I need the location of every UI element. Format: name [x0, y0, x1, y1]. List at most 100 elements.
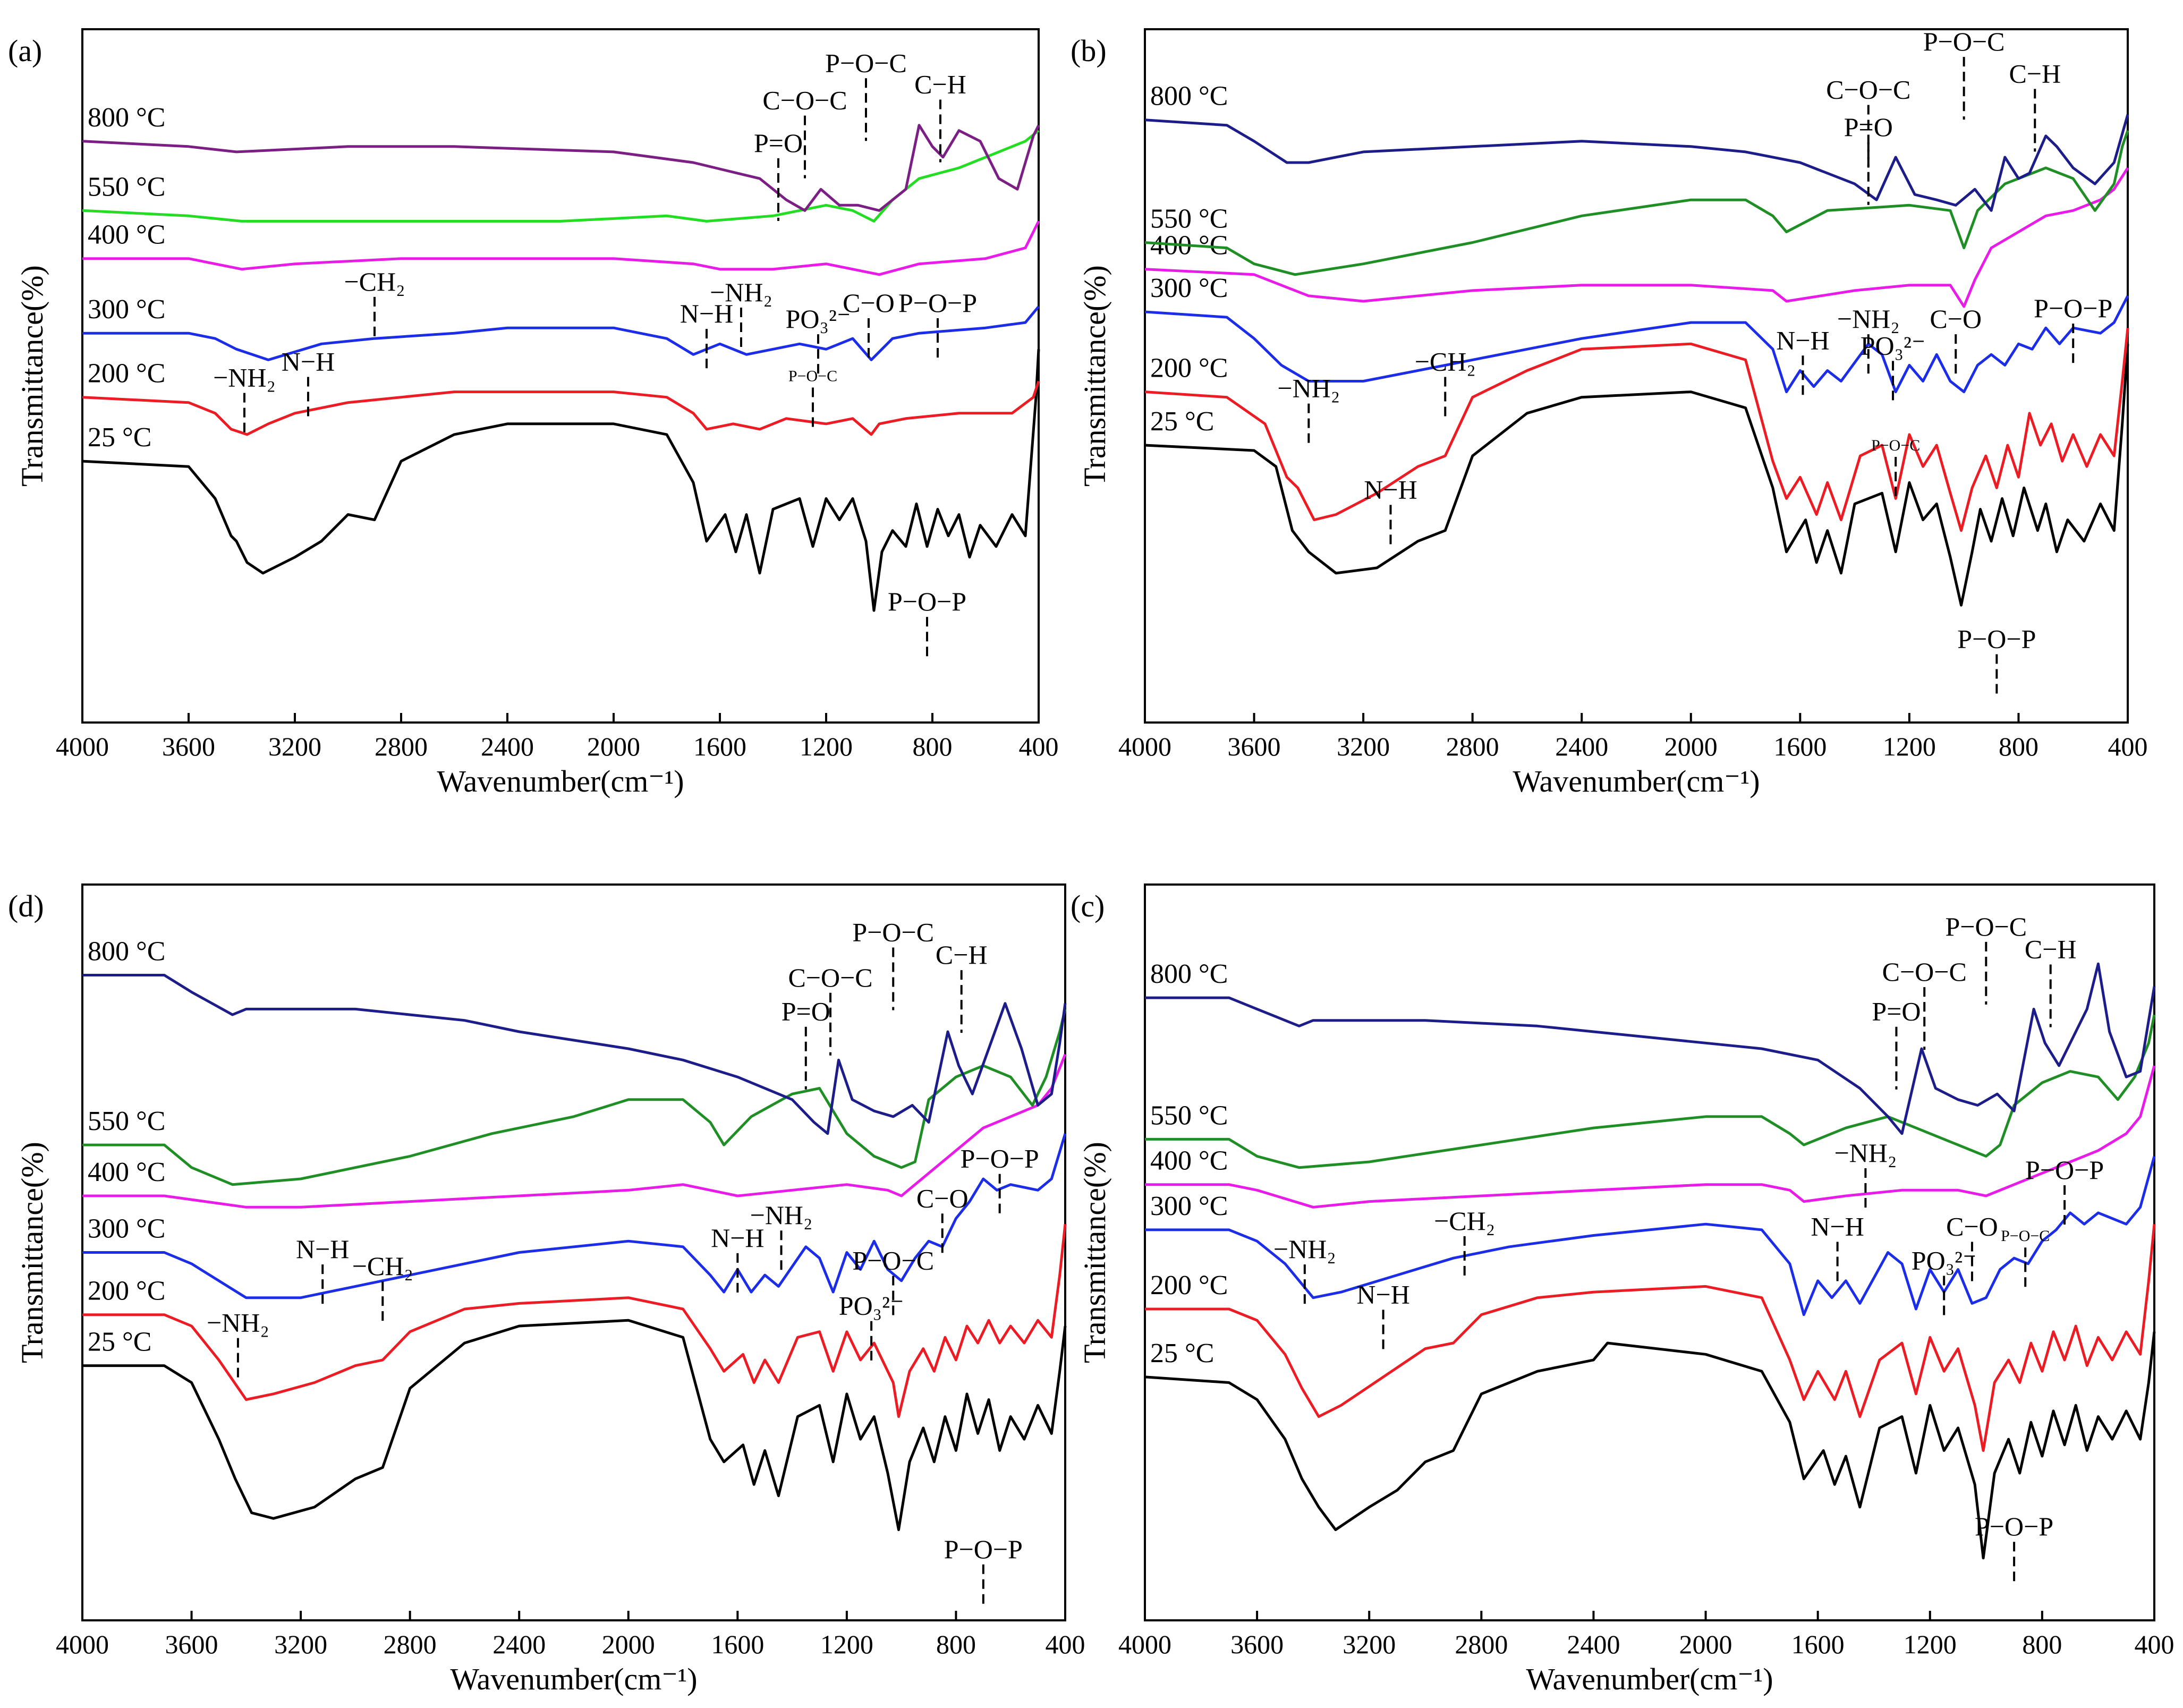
band-annotation: N−H [282, 346, 335, 376]
panel-a: 4000 3600 3200 2800 2400 2000 1600 1200 800 400 Wa… [8, 28, 1059, 798]
x-tick-label: 800 [1999, 732, 2038, 761]
series-label: 800 °C [88, 936, 165, 966]
band-annotation: C−O [843, 288, 895, 318]
x-tick-label: 2800 [384, 1629, 437, 1659]
x-axis-title: Wavenumber(cm⁻¹) [1513, 764, 1760, 798]
band-annotation: C−H [2009, 58, 2061, 88]
band-annotation: −NH₂ [710, 277, 772, 307]
band-annotation: PO₃²⁻ [839, 1291, 904, 1321]
panel-label: (d) [8, 889, 44, 923]
band-annotation: −CH₂ [344, 267, 405, 296]
series-label: 800 °C [88, 103, 165, 133]
band-annotation: −NH₂ [750, 1200, 813, 1230]
series-line-200c [1145, 1223, 2156, 1452]
series-line-800c [82, 974, 1067, 1135]
panel-label: (c) [1071, 889, 1105, 923]
x-tick-label: 800 [936, 1629, 976, 1659]
x-tick-label: 400 [1046, 1629, 1085, 1659]
band-annotation: P−O−P [1975, 1511, 2053, 1541]
band-annotation: C−H [936, 940, 988, 970]
band-annotation: N−H [296, 1234, 349, 1264]
plot-frame [81, 28, 1040, 724]
x-tick-label: 400 [1019, 732, 1059, 761]
band-annotation: −CH₂ [1415, 346, 1476, 376]
x-tick-label: 3200 [1343, 1629, 1396, 1659]
band-annotation: −NH₂ [1834, 1138, 1897, 1168]
x-tick-label: 1200 [1904, 1629, 1957, 1659]
series-line-800c [1144, 114, 2129, 212]
series-label: 550 °C [88, 1106, 165, 1136]
x-tick-label: 4000 [1118, 1629, 1171, 1659]
band-annotation: P=O [754, 128, 803, 158]
series-line-200c [1144, 327, 2129, 532]
x-tick-label: 4000 [1118, 732, 1171, 761]
band-annotation: PO₃²⁻ [786, 304, 851, 334]
band-annotation: P−O−P [2034, 293, 2112, 323]
series-label: 200 °C [1150, 353, 1228, 384]
x-tick-label: 2800 [375, 732, 428, 761]
x-tick-label: 2000 [602, 1629, 655, 1659]
series-line-300c [82, 305, 1040, 361]
x-tick-label: 3600 [165, 1629, 218, 1659]
panel-label: (a) [8, 33, 42, 68]
band-annotation: P−O−C [852, 917, 934, 947]
band-annotation: C−O [1946, 1212, 1998, 1242]
band-annotation: N−H [1356, 1279, 1409, 1309]
series-label: 800 °C [1150, 959, 1228, 989]
x-tick-label: 2400 [1567, 1629, 1620, 1659]
x-tick-label: 1200 [820, 1629, 873, 1659]
band-annotation: −CH₂ [352, 1251, 413, 1281]
x-axis-title: Wavenumber(cm⁻¹) [450, 1662, 697, 1696]
series-line-400c [82, 220, 1040, 276]
x-tick-label: 1600 [1791, 1629, 1845, 1659]
series-label: 300 °C [1150, 273, 1228, 303]
series-label: 400 °C [88, 220, 165, 250]
series-line-400c [82, 1053, 1067, 1209]
band-annotation: P−O−P [2025, 1155, 2104, 1185]
band-annotation: P−O−C [852, 1245, 934, 1275]
series-label: 200 °C [88, 1276, 165, 1306]
band-annotation: P−O−C [2001, 1227, 2050, 1245]
band-annotation: P−O−C [1923, 27, 2005, 56]
series-line-300c [1145, 1155, 2156, 1316]
series-line-300c [82, 1133, 1067, 1299]
band-annotation: C−O [916, 1183, 969, 1213]
x-tick-label: 800 [913, 732, 953, 761]
series-label: 800 °C [1150, 81, 1228, 112]
y-axis-title: Transmittance(%) [1077, 1142, 1112, 1363]
panel-label: (b) [1071, 33, 1107, 68]
x-tick-label: 2800 [1455, 1629, 1508, 1659]
plot-frame [1144, 28, 2129, 724]
band-annotation: −NH₂ [1277, 373, 1340, 403]
series-line-200c [82, 1223, 1067, 1418]
x-tick-label: 4000 [56, 732, 109, 761]
x-tick-label: 2800 [1446, 732, 1499, 761]
band-annotation: N−H [711, 1223, 764, 1253]
series-line-200c [82, 380, 1040, 436]
band-annotation: N−H [680, 299, 733, 328]
x-tick-label: 1600 [1773, 732, 1827, 761]
band-annotation: C−H [2025, 934, 2077, 964]
band-annotation: N−H [1811, 1212, 1864, 1242]
x-tick-label: 2400 [1555, 732, 1608, 761]
band-annotation: C−O−C [1826, 75, 1910, 105]
band-annotation: P=O [1872, 997, 1921, 1026]
x-tick-label: 1200 [800, 732, 853, 761]
band-annotation: P−O−P [944, 1534, 1023, 1564]
series-label: 550 °C [1150, 1100, 1228, 1131]
band-annotation: P−O−C [825, 48, 907, 78]
x-tick-label: 400 [2135, 1629, 2174, 1659]
x-tick-label: 1600 [693, 732, 746, 761]
band-annotation: P=O [1844, 112, 1893, 142]
band-annotation: C−O−C [788, 963, 872, 992]
x-axis-title: Wavenumber(cm⁻¹) [437, 764, 684, 798]
series-line-25c [1144, 1331, 2156, 1560]
series-label: 25 °C [1150, 406, 1214, 437]
band-annotation: PO₃²⁻ [1912, 1245, 1977, 1275]
series-line-25c [1144, 344, 2129, 607]
x-tick-label: 3600 [162, 732, 215, 761]
series-line-550c [1144, 130, 2129, 276]
band-annotation: −NH₂ [213, 363, 276, 393]
band-annotation: −NH₂ [207, 1308, 269, 1338]
band-annotation: C−O [1930, 304, 1982, 334]
